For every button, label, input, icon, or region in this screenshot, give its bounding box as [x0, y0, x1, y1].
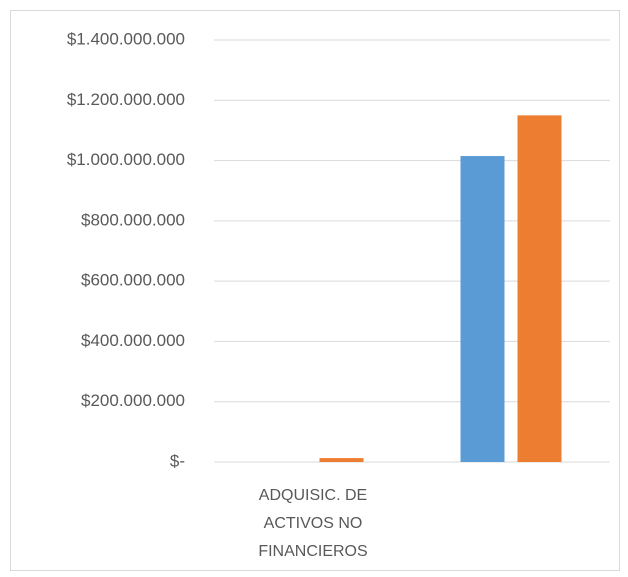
y-tick-label: $400.000.000 [81, 331, 185, 350]
y-tick-label: $1.200.000.000 [67, 90, 185, 109]
y-tick-label: $600.000.000 [81, 271, 185, 290]
y-tick-label: $200.000.000 [81, 391, 185, 410]
x-tick-label: ADQUISIC. DE ACTIVOS NO FINANCIEROS [258, 487, 368, 560]
bar [517, 115, 562, 462]
bar [319, 458, 364, 462]
bar [460, 156, 505, 463]
y-tick-label: $1.000.000.000 [67, 150, 185, 169]
y-tick-label: $800.000.000 [81, 210, 185, 229]
y-tick-label: $1.400.000.000 [67, 29, 185, 48]
y-tick-label: $- [170, 451, 185, 470]
